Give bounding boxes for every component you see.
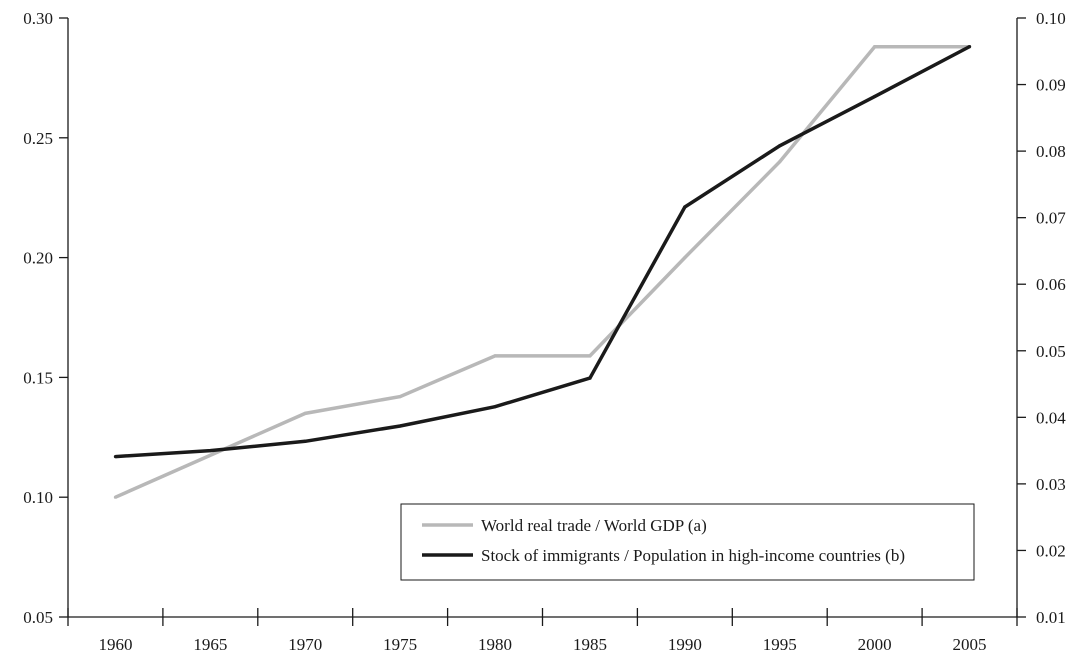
right-y-tick-label: 0.08 — [1036, 142, 1066, 161]
left-y-tick-label: 0.10 — [23, 488, 53, 507]
left-y-ticks: 0.05 0.10 0.15 0.20 0.25 0.30 — [23, 9, 68, 627]
series-0-point — [588, 354, 592, 358]
x-tick-label: 1965 — [193, 635, 227, 654]
series-line-1 — [115, 45, 971, 459]
left-y-tick-label: 0.30 — [23, 9, 53, 28]
series-1-point — [303, 439, 307, 443]
series-1-point — [208, 449, 212, 453]
left-y-tick-label: 0.05 — [23, 608, 53, 627]
x-tick-label: 1960 — [98, 635, 132, 654]
series-1-point — [873, 94, 877, 99]
x-tick-label: 1985 — [573, 635, 607, 654]
right-y-tick-label: 0.04 — [1036, 408, 1066, 427]
right-y-tick-label: 0.10 — [1036, 9, 1066, 28]
series-0-point — [113, 495, 118, 499]
legend-box — [400, 503, 975, 581]
series-1-point — [398, 424, 402, 428]
right-y-tick-label: 0.03 — [1036, 475, 1066, 494]
right-y-ticks: 0.01 0.02 0.03 0.04 0.05 0.06 0.07 0.08 0.09 0.10 — [1017, 9, 1066, 627]
series-0-point — [398, 394, 402, 399]
series-1-point — [683, 205, 687, 209]
x-tick-label: 1975 — [383, 635, 417, 654]
x-tick-label: 1995 — [763, 635, 797, 654]
legend: World real trade / World GDP (a) Stock o… — [400, 503, 975, 581]
left-y-tick-label: 0.15 — [23, 368, 53, 387]
legend-label-immigrants: Stock of immigrants / Population in high… — [481, 546, 905, 565]
right-y-tick-label: 0.06 — [1036, 275, 1066, 294]
series-0-point — [873, 45, 877, 49]
legend-label-trade: World real trade / World GDP (a) — [481, 516, 707, 535]
series-1-point — [493, 405, 497, 409]
right-y-tick-label: 0.01 — [1036, 608, 1066, 627]
series-1-point — [778, 144, 782, 148]
series-0-point — [778, 160, 782, 164]
series-layer — [113, 45, 972, 499]
right-y-tick-label: 0.07 — [1036, 209, 1066, 228]
x-tick-label: 1990 — [668, 635, 702, 654]
right-y-tick-label: 0.02 — [1036, 541, 1066, 560]
x-ticks: 1960 1965 1970 1975 1980 1985 1990 1995 2000 2005 — [67, 608, 1018, 654]
left-y-tick-label: 0.25 — [23, 129, 53, 148]
x-tick-label: 1980 — [478, 635, 512, 654]
series-0-point — [303, 411, 307, 415]
series-0-point — [493, 354, 497, 358]
x-tick-label: 2000 — [858, 635, 892, 654]
series-1-point — [967, 45, 972, 49]
series-1-point — [588, 376, 592, 380]
x-tick-label: 2005 — [953, 635, 987, 654]
x-tick-label: 1970 — [288, 635, 322, 654]
left-y-tick-label: 0.20 — [23, 249, 53, 268]
series-0-point — [683, 256, 687, 260]
right-y-tick-label: 0.05 — [1036, 342, 1066, 361]
series-1-point — [113, 455, 118, 459]
right-y-tick-label: 0.09 — [1036, 76, 1066, 95]
